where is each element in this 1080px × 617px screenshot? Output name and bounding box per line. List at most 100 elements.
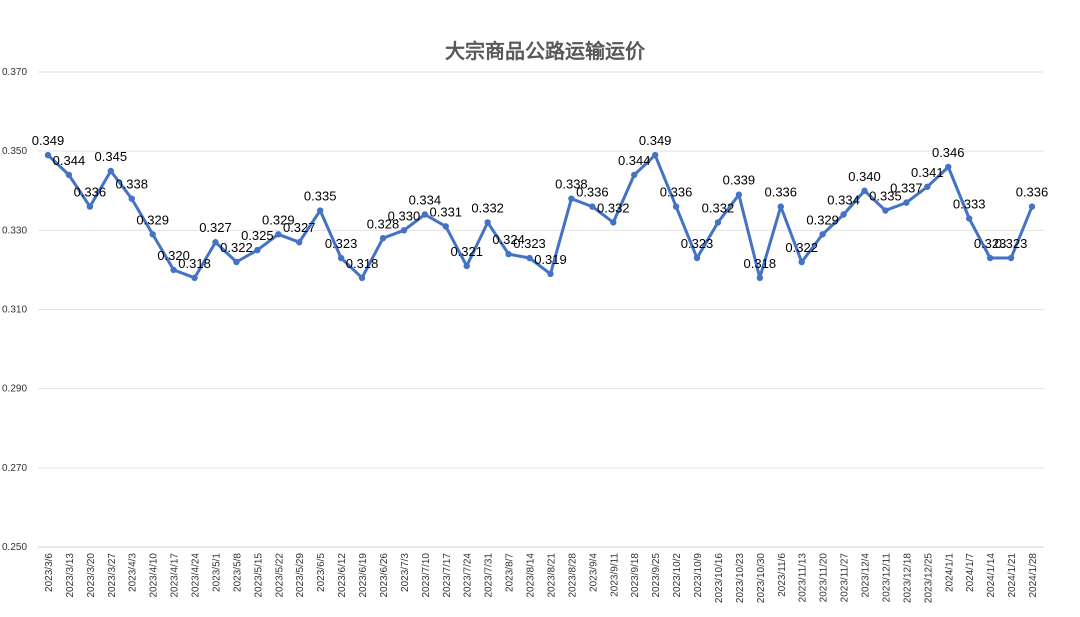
data-label: 0.332	[471, 200, 504, 215]
data-point	[568, 195, 575, 202]
data-label: 0.338	[555, 177, 588, 192]
data-label: 0.346	[932, 145, 965, 160]
x-tick-label: 2023/3/20	[86, 553, 97, 598]
data-point	[149, 231, 156, 238]
data-point	[484, 219, 491, 226]
x-tick-label: 2024/1/21	[1007, 553, 1018, 598]
x-tick-label: 2023/12/25	[923, 553, 934, 603]
data-label: 0.322	[785, 240, 818, 255]
data-point	[358, 274, 366, 282]
x-tick-label: 2023/5/22	[274, 553, 285, 598]
data-label: 0.324	[492, 232, 525, 247]
data-point	[442, 223, 449, 230]
gridlines	[38, 71, 1044, 548]
data-label: 0.336	[74, 185, 107, 200]
data-label: 0.349	[32, 133, 65, 148]
series-line	[46, 153, 1034, 280]
data-label: 0.323	[325, 236, 358, 251]
data-point	[1007, 254, 1015, 262]
x-tick-label: 2023/9/11	[609, 553, 620, 597]
data-label: 0.320	[157, 248, 190, 263]
data-label: 0.329	[806, 212, 839, 227]
data-point	[610, 219, 617, 226]
x-tick-label: 2023/6/26	[379, 553, 390, 598]
x-tick-label: 2023/7/10	[421, 553, 432, 598]
data-point	[212, 239, 219, 246]
data-point	[840, 211, 847, 218]
data-point	[589, 203, 596, 210]
data-label: 0.335	[869, 189, 902, 204]
x-tick-label: 2023/7/24	[463, 553, 474, 598]
x-tick-label: 2023/12/18	[902, 553, 913, 603]
x-tick-label: 2023/5/1	[211, 553, 222, 592]
data-point	[819, 231, 826, 238]
data-point	[924, 183, 931, 190]
data-label: 0.329	[262, 212, 295, 227]
data-point	[756, 274, 764, 282]
x-tick-label: 2024/1/1	[944, 553, 955, 592]
data-label: 0.336	[576, 185, 609, 200]
x-tick-label: 2023/9/18	[630, 553, 641, 598]
y-tick-label: 0.290	[2, 384, 27, 395]
y-tick-label: 0.330	[2, 225, 27, 236]
data-point	[714, 219, 722, 226]
series-line-layer	[46, 153, 1034, 280]
data-labels: 0.3490.3440.3360.3450.3380.3290.3200.318…	[32, 133, 1049, 271]
data-point	[945, 163, 952, 171]
y-tick-label: 0.250	[2, 542, 27, 553]
data-point	[65, 171, 73, 179]
data-label: 0.330	[388, 208, 421, 223]
data-point	[170, 266, 177, 274]
data-point	[903, 199, 910, 206]
data-label: 0.341	[911, 165, 944, 180]
y-axis-ticks: 0.250 0.270 0.290 0.310 0.330 0.350 0.370	[2, 67, 27, 553]
data-point	[191, 274, 198, 282]
x-tick-label: 2023/3/27	[107, 553, 118, 598]
x-tick-label: 2023/11/6	[777, 553, 788, 597]
data-point	[400, 227, 408, 234]
x-tick-label: 2023/6/12	[337, 553, 348, 598]
data-label: 0.334	[409, 193, 442, 208]
x-tick-label: 2023/5/29	[295, 553, 306, 598]
data-label: 0.318	[744, 256, 777, 271]
x-tick-label: 2024/1/7	[965, 553, 976, 592]
x-tick-label: 2023/3/6	[44, 553, 55, 592]
data-label: 0.325	[241, 228, 274, 243]
x-tick-label: 2023/6/5	[316, 553, 327, 592]
data-point	[1028, 203, 1036, 210]
x-tick-label: 2023/10/30	[756, 553, 767, 603]
data-label: 0.327	[199, 220, 232, 235]
data-label: 0.318	[178, 256, 211, 271]
data-label: 0.327	[283, 220, 316, 235]
x-tick-label: 2023/8/7	[505, 553, 516, 592]
data-label: 0.331	[430, 204, 463, 219]
data-label: 0.323	[513, 236, 546, 251]
data-point	[128, 195, 135, 202]
x-axis-ticks: 2023/3/6 2023/3/13 2023/3/20 2023/3/27 2023/…	[44, 553, 1039, 603]
x-tick-label: 2023/11/13	[798, 553, 809, 603]
x-tick-label: 2023/5/15	[253, 553, 264, 598]
x-tick-label: 2023/4/24	[191, 553, 202, 598]
data-label: 0.332	[702, 200, 735, 215]
x-tick-label: 2023/4/3	[128, 553, 139, 592]
x-tick-label: 2023/10/23	[735, 553, 746, 603]
data-label: 0.340	[848, 169, 881, 184]
data-label: 0.328	[367, 216, 400, 231]
x-tick-label: 2023/4/10	[149, 553, 160, 598]
data-point	[86, 203, 94, 210]
data-point	[798, 258, 805, 266]
data-label: 0.338	[115, 177, 148, 192]
y-tick-label: 0.350	[2, 146, 27, 157]
data-label: 0.333	[953, 196, 986, 211]
data-label: 0.334	[827, 193, 860, 208]
x-tick-label: 2024/1/28	[1028, 553, 1039, 598]
x-tick-label: 2023/4/17	[170, 553, 181, 598]
data-point	[379, 235, 387, 242]
data-point	[986, 254, 994, 262]
data-label: 0.345	[95, 149, 128, 164]
data-point	[463, 262, 470, 270]
x-tick-label: 2023/12/11	[881, 553, 892, 603]
chart-title: 大宗商品公路运输运价	[445, 39, 646, 63]
x-tick-label: 2023/10/2	[672, 553, 683, 598]
